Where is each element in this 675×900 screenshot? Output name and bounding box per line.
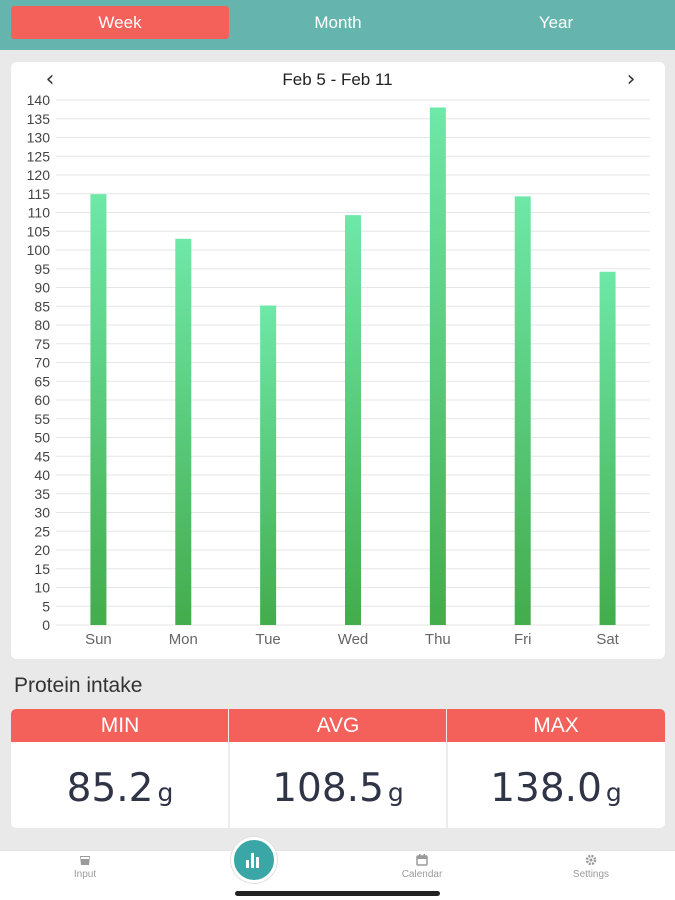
previous-week-button[interactable]: ‹	[45, 67, 55, 92]
y-tick-label: 80	[34, 317, 50, 333]
bar-thu[interactable]	[429, 107, 446, 626]
bar-tue[interactable]	[260, 305, 277, 626]
tab-week[interactable]: Week	[11, 6, 229, 39]
y-tick-label: 10	[34, 580, 50, 596]
bar-wed[interactable]	[345, 215, 361, 625]
x-tick-label: Wed	[338, 631, 369, 648]
bar-sat[interactable]	[599, 271, 616, 625]
stat-min-value: 85.2	[66, 766, 154, 811]
stat-avg: AVG 108.5 g	[229, 709, 447, 828]
y-tick-label: 45	[34, 448, 50, 464]
stat-avg-value-wrap: 108.5 g	[229, 766, 447, 811]
bar-fri[interactable]	[514, 196, 531, 625]
y-tick-label: 0	[42, 617, 50, 633]
stat-min-value-wrap: 85.2 g	[11, 766, 229, 811]
y-tick-label: 95	[34, 261, 50, 277]
stat-max-value-wrap: 138.0 g	[447, 766, 665, 811]
tab-year[interactable]: Year	[538, 13, 574, 32]
x-tick-label: Thu	[425, 631, 451, 648]
y-tick-label: 70	[34, 355, 50, 371]
stat-max-value: 138.0	[490, 766, 602, 811]
y-tick-label: 5	[42, 598, 50, 614]
stat-divider	[228, 709, 230, 828]
bar-mon[interactable]	[175, 238, 192, 625]
y-tick-label: 55	[34, 411, 50, 427]
bar-chart-icon	[246, 853, 259, 868]
y-tick-label: 140	[27, 92, 51, 108]
y-tick-label: 40	[34, 467, 50, 483]
y-tick-label: 125	[27, 148, 51, 164]
y-tick-label: 85	[34, 298, 50, 314]
x-tick-label: Fri	[514, 631, 532, 648]
stats-panel: MIN 85.2 g AVG 108.5 g MAX 138.0 g	[11, 709, 665, 828]
nav-settings[interactable]: Settings	[546, 853, 636, 880]
section-title: Protein intake	[14, 674, 143, 697]
y-tick-label: 35	[34, 486, 50, 502]
stat-avg-value: 108.5	[272, 766, 384, 811]
x-tick-label: Tue	[255, 631, 280, 648]
tab-month[interactable]: Month	[314, 13, 362, 32]
y-tick-label: 105	[27, 223, 51, 239]
y-tick-label: 25	[34, 523, 50, 539]
y-tick-label: 90	[34, 280, 50, 296]
x-tick-label: Mon	[169, 631, 198, 648]
stat-max-unit: g	[605, 778, 622, 807]
y-tick-label: 135	[27, 111, 51, 127]
y-tick-label: 120	[27, 167, 51, 183]
y-tick-label: 15	[34, 561, 50, 577]
home-indicator	[235, 891, 440, 896]
y-tick-label: 50	[34, 430, 50, 446]
nav-settings-label: Settings	[572, 869, 610, 880]
y-tick-label: 75	[34, 336, 50, 352]
next-week-button[interactable]: ›	[626, 67, 636, 92]
stat-avg-unit: g	[387, 778, 404, 807]
stat-avg-label: AVG	[229, 709, 447, 742]
gear-icon	[585, 854, 597, 866]
y-tick-label: 20	[34, 542, 50, 558]
y-tick-label: 115	[28, 186, 51, 202]
nav-calendar[interactable]: Calendar	[377, 853, 467, 880]
y-tick-label: 100	[27, 242, 51, 258]
y-tick-label: 65	[34, 373, 50, 389]
stat-min: MIN 85.2 g	[11, 709, 229, 828]
y-tick-label: 130	[27, 130, 51, 146]
date-range-label: Feb 5 - Feb 11	[282, 70, 393, 89]
nav-stats-button[interactable]	[231, 837, 277, 883]
bar-sun[interactable]	[90, 194, 107, 625]
stat-max-label: MAX	[447, 709, 665, 742]
stat-min-label: MIN	[11, 709, 229, 742]
chart-card	[11, 62, 665, 659]
stat-divider	[446, 709, 448, 828]
nav-calendar-label: Calendar	[401, 869, 443, 880]
x-tick-label: Sun	[85, 631, 112, 648]
stat-min-unit: g	[157, 778, 174, 807]
protein-bar-chart: 0 5 10 15 20 25 30 35 40 45 50 55 60 65 70 75 80 85 90 95 10…	[27, 92, 650, 648]
stat-max: MAX 138.0 g	[447, 709, 665, 828]
nav-input[interactable]: Input	[40, 853, 130, 880]
cup-icon	[80, 856, 90, 865]
nav-input-label: Input	[73, 869, 97, 880]
y-tick-label: 30	[34, 505, 50, 521]
x-tick-label: Sat	[596, 631, 619, 648]
y-tick-label: 60	[34, 392, 50, 408]
y-tick-label: 110	[28, 205, 51, 221]
calendar-icon	[416, 854, 428, 866]
